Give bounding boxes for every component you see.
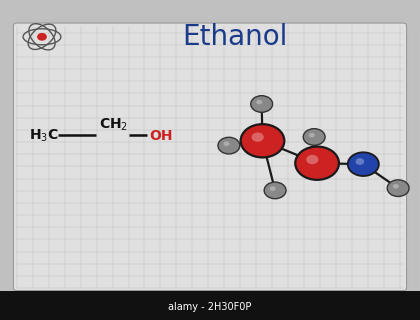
Text: Ethanol: Ethanol <box>183 23 288 51</box>
Circle shape <box>223 141 230 146</box>
Circle shape <box>355 158 364 165</box>
Circle shape <box>218 137 240 154</box>
Circle shape <box>303 129 325 145</box>
FancyBboxPatch shape <box>13 23 407 291</box>
Circle shape <box>251 96 273 112</box>
Text: OH: OH <box>149 129 173 143</box>
Text: CH$_2$: CH$_2$ <box>99 116 128 133</box>
Circle shape <box>241 124 284 157</box>
Circle shape <box>264 182 286 199</box>
Circle shape <box>256 100 262 105</box>
Text: alamy - 2H30F0P: alamy - 2H30F0P <box>168 302 252 312</box>
Circle shape <box>309 133 315 138</box>
Circle shape <box>270 186 276 191</box>
Circle shape <box>38 34 46 40</box>
Circle shape <box>387 180 409 196</box>
Circle shape <box>348 152 379 176</box>
Bar <box>0 291 420 320</box>
Circle shape <box>393 184 399 189</box>
Text: H$_3$C: H$_3$C <box>29 128 59 144</box>
Circle shape <box>295 147 339 180</box>
Circle shape <box>306 155 318 164</box>
Circle shape <box>252 132 264 142</box>
